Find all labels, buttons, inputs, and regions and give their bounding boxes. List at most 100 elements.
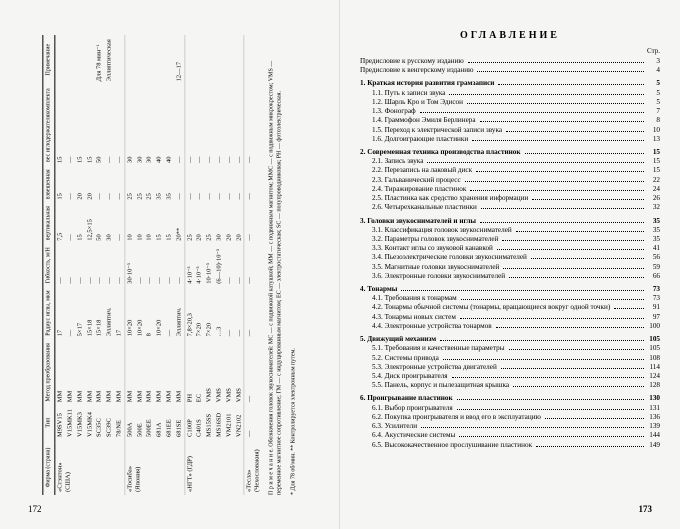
toc-page: 130 (646, 394, 660, 403)
data-cell (75, 35, 85, 84)
toc-page: 91 (646, 303, 660, 312)
data-cell: 4·10⁻³ (194, 243, 204, 286)
toc-label: 3.2. Параметры головок звукоснимателей (372, 235, 500, 244)
pickup-table: Фирма (страна)ТипМетод преобразованияРад… (42, 35, 262, 495)
table-row: 681AMM10×20—153540 (154, 35, 164, 495)
col-header: Метод преобразования (42, 339, 54, 405)
toc-dots (531, 254, 644, 260)
data-cell: 15×18 (94, 286, 104, 339)
data-cell (55, 35, 65, 84)
toc-page: 59 (646, 263, 660, 272)
toc-label: 5.4. Диск проигрывателя (372, 372, 450, 381)
data-cell: — (244, 165, 262, 202)
toc-row: 3.2. Параметры головок звукоснимателей35 (360, 235, 660, 244)
toc-dots (525, 148, 645, 154)
data-cell: 15 (55, 84, 65, 166)
data-cell: Эллиптическая (104, 35, 114, 84)
data-cell: PH (184, 339, 194, 405)
data-cell: — (65, 286, 75, 339)
toc-page: 32 (646, 203, 660, 212)
toc-dots (481, 204, 644, 210)
data-cell: 30 (144, 84, 154, 166)
toc-page: 114 (646, 363, 660, 372)
toc-row: 4. Тонармы73 (360, 285, 660, 294)
toc-page: 4 (646, 66, 660, 75)
toc-page: 35 (646, 217, 660, 226)
firm-cell: «Тосиба» (Япония) (124, 440, 184, 495)
data-cell: Эллиптич. (174, 286, 184, 339)
table-row: «Тесла» (Чехословакия)——————— (244, 35, 262, 495)
data-cell: — (134, 243, 144, 286)
toc-label: 6.2. Покупка проигрывателя и ввод его в … (372, 413, 543, 422)
toc-row: 1.6. Долгоиграющие пластинки13 (360, 135, 660, 144)
data-cell: — (174, 84, 184, 166)
data-cell: 15×18 (84, 286, 94, 339)
table-row: «Стэнтон» (США)M9SV15MM17—7,51515 (55, 35, 65, 495)
table-row: C401SEC7×204·10⁻³20—— (194, 35, 204, 495)
data-cell: 10 (144, 202, 154, 243)
toc-label: 2.1. Запись звука (372, 157, 425, 166)
data-cell: — (114, 84, 124, 166)
toc-page: 100 (646, 322, 660, 331)
data-cell: VMS (204, 339, 214, 405)
data-cell: — (224, 84, 234, 166)
toc-dots (457, 404, 644, 410)
data-cell: — (204, 84, 214, 166)
data-cell: VM2101 (224, 405, 234, 440)
toc-page: 10 (646, 126, 660, 135)
data-cell: — (244, 243, 262, 286)
toc-row: 5.1. Требования и качественные параметры… (360, 344, 660, 353)
data-cell: — (233, 286, 243, 339)
data-cell: — (244, 339, 262, 405)
data-cell: 10·10⁻³ (204, 243, 214, 286)
data-cell: — (224, 243, 234, 286)
toc-dots (440, 335, 644, 341)
data-cell: — (164, 286, 174, 339)
toc-dots (443, 354, 644, 360)
toc-row: 3.1. Классификация головок звукоснимател… (360, 226, 660, 235)
toc-label: 5.2. Системы привода (372, 354, 441, 363)
table-row: 681EEMM——153540 (164, 35, 174, 495)
firm-cell: «Тесла» (Чехословакия) (244, 440, 262, 495)
data-cell: 30·10⁻³ (124, 243, 134, 286)
data-cell: — (224, 165, 234, 202)
table-row: V15MK3MM5×17—152015 (75, 35, 85, 495)
table-row: SC35CMM15×18—50—50Для 78 мин⁻¹ (94, 35, 104, 495)
data-cell: — (114, 165, 124, 202)
toc-dots (480, 217, 644, 223)
data-cell: 7×20 (194, 286, 204, 339)
toc-page: 5 (646, 89, 660, 98)
toc-dots (420, 107, 644, 113)
toc-dots (470, 185, 644, 191)
data-cell (134, 35, 144, 84)
toc-row: 1.1. Путь к записи звука5 (360, 89, 660, 98)
data-cell: 20 (194, 202, 204, 243)
toc-dots (401, 285, 644, 291)
toc-dots (509, 345, 644, 351)
toc-row: 2.1. Запись звука15 (360, 157, 660, 166)
data-cell (244, 35, 262, 84)
data-cell: 681EE (164, 405, 174, 440)
data-cell: — (233, 165, 243, 202)
toc-label: Предисловие к венгерскому изданию (360, 66, 475, 75)
toc-row: 4.2. Тонармы обычной системы (тонармы, в… (360, 303, 660, 312)
toc-page-header: Стр. (360, 47, 660, 55)
data-cell: 20 (75, 165, 85, 202)
data-cell: MS16SD (214, 405, 224, 440)
toc-label: Предисловие к русскому изданию (360, 57, 466, 66)
data-cell: — (65, 84, 75, 166)
toc-row: 3.3. Контакт иглы со звуковой канавкой41 (360, 244, 660, 253)
toc-page: 35 (646, 226, 660, 235)
toc-page: 56 (646, 253, 660, 262)
toc-row: 4.3. Тонармы новых систем97 (360, 313, 660, 322)
table-row: 78/NEMM17———— (114, 35, 124, 495)
toc-page: 15 (646, 166, 660, 175)
toc-row: Предисловие к венгерскому изданию 4 (360, 66, 660, 75)
toc-dots (480, 117, 644, 123)
data-cell: MM (104, 339, 114, 405)
data-cell: 35 (164, 165, 174, 202)
toc-page: 5 (646, 98, 660, 107)
data-cell: — (104, 84, 114, 166)
data-cell: 15 (164, 202, 174, 243)
data-cell: — (114, 243, 124, 286)
